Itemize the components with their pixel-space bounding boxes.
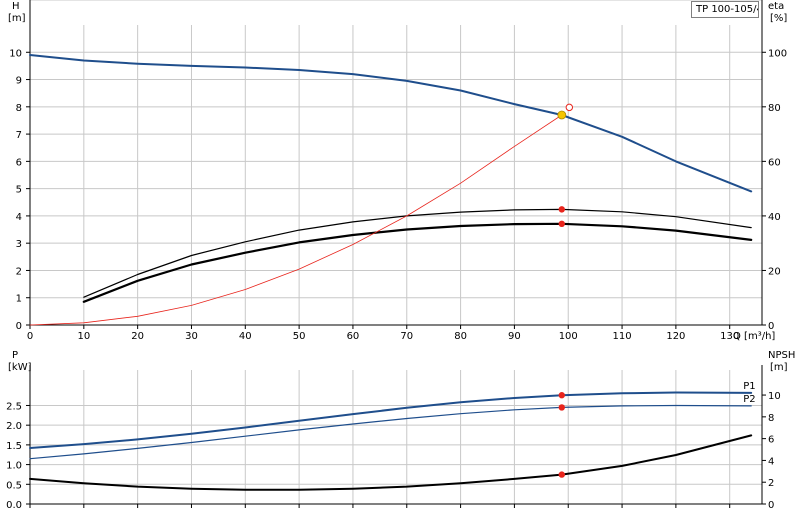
operating-point-marker — [558, 404, 565, 411]
y-right-tick-label: 10 — [768, 391, 781, 402]
x-tick-label: 130 — [720, 331, 739, 342]
x-axis-label: Q [m³/h] — [733, 331, 775, 342]
y-right-axis-label: eta — [768, 1, 784, 12]
x-tick-label: 70 — [400, 331, 413, 342]
series-line-p1 — [29, 391, 753, 449]
y-left-axis-label: H — [12, 1, 20, 12]
series-line-2 — [82, 222, 753, 303]
x-tick-label: 10 — [77, 331, 90, 342]
y-left-tick-label: 2 — [16, 266, 22, 277]
y-right-axis-unit: [m] — [770, 362, 788, 373]
x-tick-label: 60 — [347, 331, 360, 342]
x-tick-label: 110 — [613, 331, 632, 342]
y-left-tick-label: 2.5 — [6, 401, 22, 412]
x-tick-label: 120 — [666, 331, 685, 342]
operating-point-marker — [558, 206, 565, 213]
y-right-tick-label: 40 — [768, 212, 781, 223]
y-left-tick-label: 10 — [9, 48, 22, 59]
y-left-tick-label: 1.0 — [6, 461, 22, 472]
y-right-axis-label: NPSH — [768, 350, 795, 361]
open-circle-marker — [565, 103, 574, 112]
y-right-tick-label: 6 — [768, 435, 774, 446]
y-right-tick-label: 100 — [768, 48, 787, 59]
y-right-tick-label: 0 — [768, 321, 774, 332]
x-tick-label: 50 — [293, 331, 306, 342]
operating-point-marker — [558, 220, 565, 228]
series-line-3 — [29, 114, 563, 326]
y-left-tick-label: 0.5 — [6, 480, 22, 491]
y-left-tick-label: 0 — [16, 321, 22, 332]
y-left-axis-unit: [m] — [8, 13, 26, 24]
y-left-tick-label: 0.0 — [6, 500, 22, 511]
x-tick-label: 30 — [185, 331, 198, 342]
y-right-axis-unit: [%] — [770, 13, 787, 24]
power-npsh-panel — [26, 365, 766, 508]
y-right-tick-label: 4 — [768, 456, 774, 467]
operating-point-marker — [558, 392, 565, 399]
x-tick-label: 40 — [239, 331, 252, 342]
series-line-2 — [29, 434, 753, 491]
x-tick-label: 90 — [508, 331, 521, 342]
y-left-tick-label: 2.0 — [6, 421, 22, 432]
y-left-tick-label: 3 — [16, 239, 22, 250]
y-left-tick-label: 5 — [16, 185, 22, 196]
y-right-tick-label: 60 — [768, 157, 781, 168]
y-right-tick-label: 0 — [768, 500, 774, 511]
y-right-tick-label: 20 — [768, 266, 781, 277]
x-tick-label: 100 — [559, 331, 578, 342]
y-left-axis-unit: [kW] — [8, 362, 32, 373]
y-left-tick-label: 7 — [16, 130, 22, 141]
operating-point-marker — [558, 471, 565, 478]
series-label-p2: P2 — [743, 394, 755, 405]
head-efficiency-panel — [26, 0, 766, 329]
y-right-tick-label: 2 — [768, 478, 774, 489]
y-left-tick-label: 1.5 — [6, 441, 22, 452]
x-tick-label: 20 — [131, 331, 144, 342]
y-left-tick-label: 6 — [16, 157, 22, 168]
pump-model-label: TP 100-105/4 — [691, 1, 759, 18]
y-left-tick-label: 1 — [16, 294, 22, 305]
y-right-tick-label: 8 — [768, 413, 774, 424]
series-label-p1: P1 — [743, 381, 755, 392]
x-tick-label: 0 — [27, 331, 33, 342]
y-left-tick-label: 9 — [16, 76, 22, 87]
y-left-tick-label: 8 — [16, 103, 22, 114]
y-left-tick-label: 4 — [16, 212, 22, 223]
y-right-tick-label: 80 — [768, 103, 781, 114]
duty-point-marker — [557, 110, 567, 120]
series-line-0 — [29, 54, 753, 193]
series-line-1 — [83, 208, 752, 298]
x-tick-label: 80 — [454, 331, 467, 342]
series-line-p2 — [29, 404, 752, 460]
y-left-axis-label: P — [12, 350, 18, 361]
